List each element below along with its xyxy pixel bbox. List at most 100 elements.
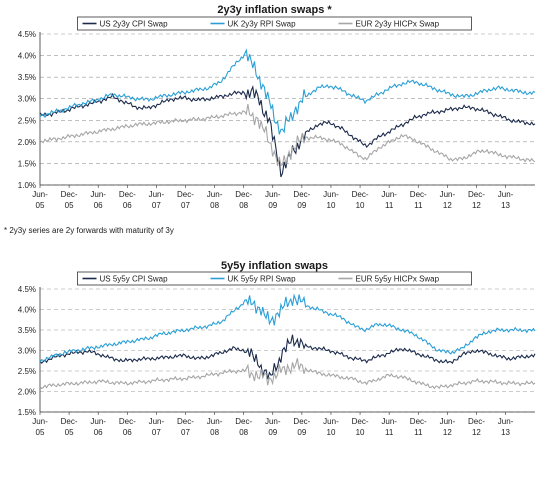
x-tick-label: Jun- bbox=[323, 190, 339, 199]
legend-label: UK 2y3y RPI Swap bbox=[228, 20, 297, 29]
x-tick-label: Jun- bbox=[498, 417, 514, 426]
x-tick-label-year: 13 bbox=[501, 428, 510, 437]
x-tick-label: Jun- bbox=[265, 190, 281, 199]
series-line bbox=[39, 104, 536, 167]
x-tick-label-year: 07 bbox=[152, 428, 161, 437]
series-line bbox=[39, 48, 536, 135]
x-tick-label-year: 09 bbox=[268, 428, 277, 437]
x-tick-label-year: 13 bbox=[501, 201, 510, 210]
legend bbox=[77, 271, 472, 286]
legend-label: EUR 5y5y HICPx Swap bbox=[356, 275, 440, 284]
legend-label: UK 5y5y RPI Swap bbox=[228, 275, 297, 284]
x-tick-label-year: 06 bbox=[94, 201, 103, 210]
x-tick-label-year: 07 bbox=[181, 201, 190, 210]
x-tick-label: Jun- bbox=[149, 417, 165, 426]
y-tick-label: 2.5% bbox=[18, 116, 36, 125]
x-tick-label: Jun- bbox=[32, 190, 48, 199]
x-tick-label: Jun- bbox=[265, 417, 281, 426]
x-tick-label: Jun- bbox=[498, 190, 514, 199]
x-tick-label-year: 12 bbox=[443, 201, 452, 210]
x-tick-label: Dec- bbox=[468, 190, 485, 199]
x-tick-label-year: 12 bbox=[443, 428, 452, 437]
y-tick-label: 4.5% bbox=[18, 285, 36, 294]
y-tick-label: 4.5% bbox=[18, 30, 36, 39]
x-tick-label-year: 08 bbox=[210, 201, 219, 210]
x-tick-label-year: 12 bbox=[472, 201, 481, 210]
x-tick-label-year: 12 bbox=[472, 428, 481, 437]
y-tick-label: 3.0% bbox=[18, 347, 36, 356]
x-tick-label: Dec- bbox=[468, 417, 485, 426]
x-tick-label: Jun- bbox=[381, 190, 397, 199]
legend-label: US 2y3y CPI Swap bbox=[100, 20, 169, 29]
chart-5y5y: 5y5y inflation swaps 1.5% 2.0% 2.5% 3.0% 3.5… bbox=[0, 256, 549, 479]
x-tick-label-year: 06 bbox=[123, 428, 132, 437]
x-tick-label-year: 08 bbox=[210, 428, 219, 437]
x-tick-label-year: 05 bbox=[36, 428, 45, 437]
y-tick-label: 1.5% bbox=[18, 159, 36, 168]
x-tick-label-year: 09 bbox=[268, 201, 277, 210]
y-tick-label: 4.0% bbox=[18, 306, 36, 315]
x-tick-label: Jun- bbox=[381, 417, 397, 426]
y-tick-label: 1.0% bbox=[18, 181, 36, 190]
chart-title: 2y3y inflation swaps * bbox=[217, 4, 332, 16]
chart-2y3y: 2y3y inflation swaps * 1.0% 1.5% 2.0% 2.5% 3… bbox=[4, 4, 536, 235]
y-tick-label: 4.0% bbox=[18, 52, 36, 61]
series-line bbox=[39, 334, 536, 380]
x-tick-label: Dec- bbox=[119, 417, 136, 426]
x-tick-label: Jun- bbox=[90, 417, 106, 426]
x-tick-label: Dec- bbox=[61, 417, 78, 426]
x-tick-label-year: 09 bbox=[297, 428, 306, 437]
y-tick-label: 1.5% bbox=[18, 408, 36, 417]
x-tick-label-year: 11 bbox=[385, 201, 394, 210]
x-tick-label-year: 10 bbox=[356, 201, 365, 210]
x-tick-label: Jun- bbox=[149, 190, 165, 199]
y-tick-label: 3.5% bbox=[18, 73, 36, 82]
legend bbox=[77, 16, 472, 31]
y-tick-label: 3.0% bbox=[18, 95, 36, 104]
x-tick-label-year: 09 bbox=[297, 201, 306, 210]
x-tick-label: Dec- bbox=[235, 417, 252, 426]
x-tick-label-year: 10 bbox=[327, 201, 336, 210]
x-tick-label: Jun- bbox=[207, 417, 223, 426]
x-tick-label: Dec- bbox=[293, 190, 310, 199]
x-tick-label: Jun- bbox=[207, 190, 223, 199]
x-tick-label: Dec- bbox=[410, 190, 427, 199]
x-tick-label-year: 07 bbox=[181, 428, 190, 437]
x-tick-label: Dec- bbox=[235, 190, 252, 199]
series-line bbox=[39, 293, 536, 363]
x-tick-label: Dec- bbox=[352, 417, 369, 426]
x-tick-label-year: 11 bbox=[385, 428, 394, 437]
x-tick-label: Dec- bbox=[177, 190, 194, 199]
legend-label: EUR 2y3y HICPx Swap bbox=[356, 20, 440, 29]
x-tick-label-year: 11 bbox=[414, 201, 423, 210]
x-tick-label-year: 10 bbox=[356, 428, 365, 437]
x-tick-label: Jun- bbox=[440, 417, 456, 426]
y-tick-label: 3.5% bbox=[18, 326, 36, 335]
x-tick-label-year: 05 bbox=[65, 428, 74, 437]
x-tick-label: Jun- bbox=[90, 190, 106, 199]
chart-footnote: * 2y3y series are 2y forwards with matur… bbox=[4, 226, 174, 235]
x-tick-label: Jun- bbox=[32, 417, 48, 426]
chart-2y3y-plot: 1.0% 1.5% 2.0% 2.5% 3.0% 3.5% 4.0% 4.5% Jun- 05 De… bbox=[18, 16, 536, 210]
x-tick-label-year: 08 bbox=[239, 201, 248, 210]
x-tick-label-year: 10 bbox=[327, 428, 336, 437]
x-tick-label-year: 08 bbox=[239, 428, 248, 437]
x-tick-label-year: 07 bbox=[152, 201, 161, 210]
x-tick-label-year: 11 bbox=[414, 428, 423, 437]
y-tick-label: 2.0% bbox=[18, 388, 36, 397]
x-tick-label: Dec- bbox=[119, 190, 136, 199]
x-tick-label: Dec- bbox=[410, 417, 427, 426]
x-tick-label-year: 05 bbox=[65, 201, 74, 210]
x-tick-label-year: 06 bbox=[94, 428, 103, 437]
x-tick-label: Jun- bbox=[440, 190, 456, 199]
chart-5y5y-plot: 1.5% 2.0% 2.5% 3.0% 3.5% 4.0% 4.5% Jun- 05 Dec- 05… bbox=[18, 271, 536, 437]
x-tick-label-year: 06 bbox=[123, 201, 132, 210]
x-tick-label: Dec- bbox=[352, 190, 369, 199]
y-tick-label: 2.5% bbox=[18, 367, 36, 376]
x-tick-label: Dec- bbox=[293, 417, 310, 426]
legend-label: US 5y5y CPI Swap bbox=[100, 275, 169, 284]
y-tick-label: 2.0% bbox=[18, 138, 36, 147]
x-tick-label: Jun- bbox=[323, 417, 339, 426]
series-line bbox=[39, 358, 536, 390]
x-tick-label: Dec- bbox=[61, 190, 78, 199]
